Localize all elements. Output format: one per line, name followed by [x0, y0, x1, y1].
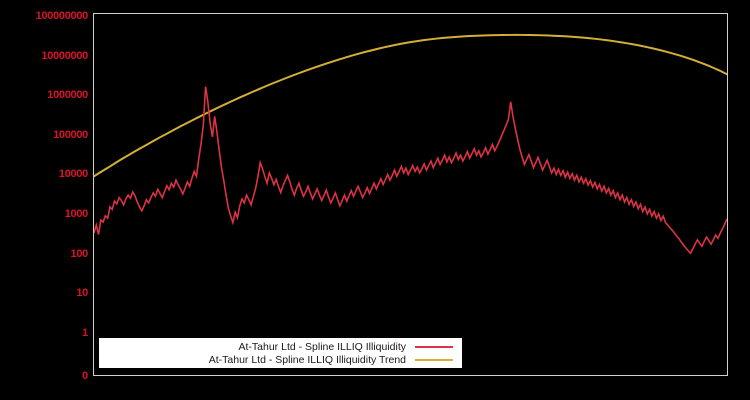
y-axis-tick-0: 0: [82, 370, 88, 382]
illiquidity-line-layer: [94, 86, 727, 255]
legend-swatch-illiquidity: [415, 345, 453, 348]
legend-entry-illiquidity: At-Tahur Ltd - Spline ILLIQ Illiquidity: [100, 340, 457, 353]
y-axis-tick-100: 100: [70, 247, 89, 260]
y-axis-tick-1000000: 1000000: [47, 89, 88, 102]
y-axis-tick-1: 1: [82, 326, 88, 339]
y-axis-tick-10: 10: [76, 287, 88, 300]
y-axis-tick-100000000: 100000000: [35, 10, 89, 22]
legend-swatch-trend: [415, 358, 453, 361]
plot-area: [93, 13, 728, 376]
y-axis-tick-10000: 10000: [58, 168, 88, 181]
legend-label-illiquidity: At-Tahur Ltd - Spline ILLIQ Illiquidity: [238, 340, 407, 353]
legend-label-trend: At-Tahur Ltd - Spline ILLIQ Illiquidity …: [208, 353, 406, 366]
illiquidity-line-path: [94, 86, 727, 255]
y-axis-tick-1000: 1000: [64, 208, 89, 220]
y-axis-tick-10000000: 10000000: [41, 49, 88, 62]
chart-legend: At-Tahur Ltd - Spline ILLIQ Illiquidity …: [99, 338, 462, 368]
trend-line-layer: [94, 33, 727, 178]
y-axis-tick-100000: 100000: [53, 128, 88, 141]
y-axis-tick-labels: 100000000 10000000 1000000 100000 10000 1000 1…: [0, 0, 89, 400]
trend-line-path: [94, 33, 727, 178]
legend-entry-trend: At-Tahur Ltd - Spline ILLIQ Illiquidity …: [100, 353, 457, 366]
